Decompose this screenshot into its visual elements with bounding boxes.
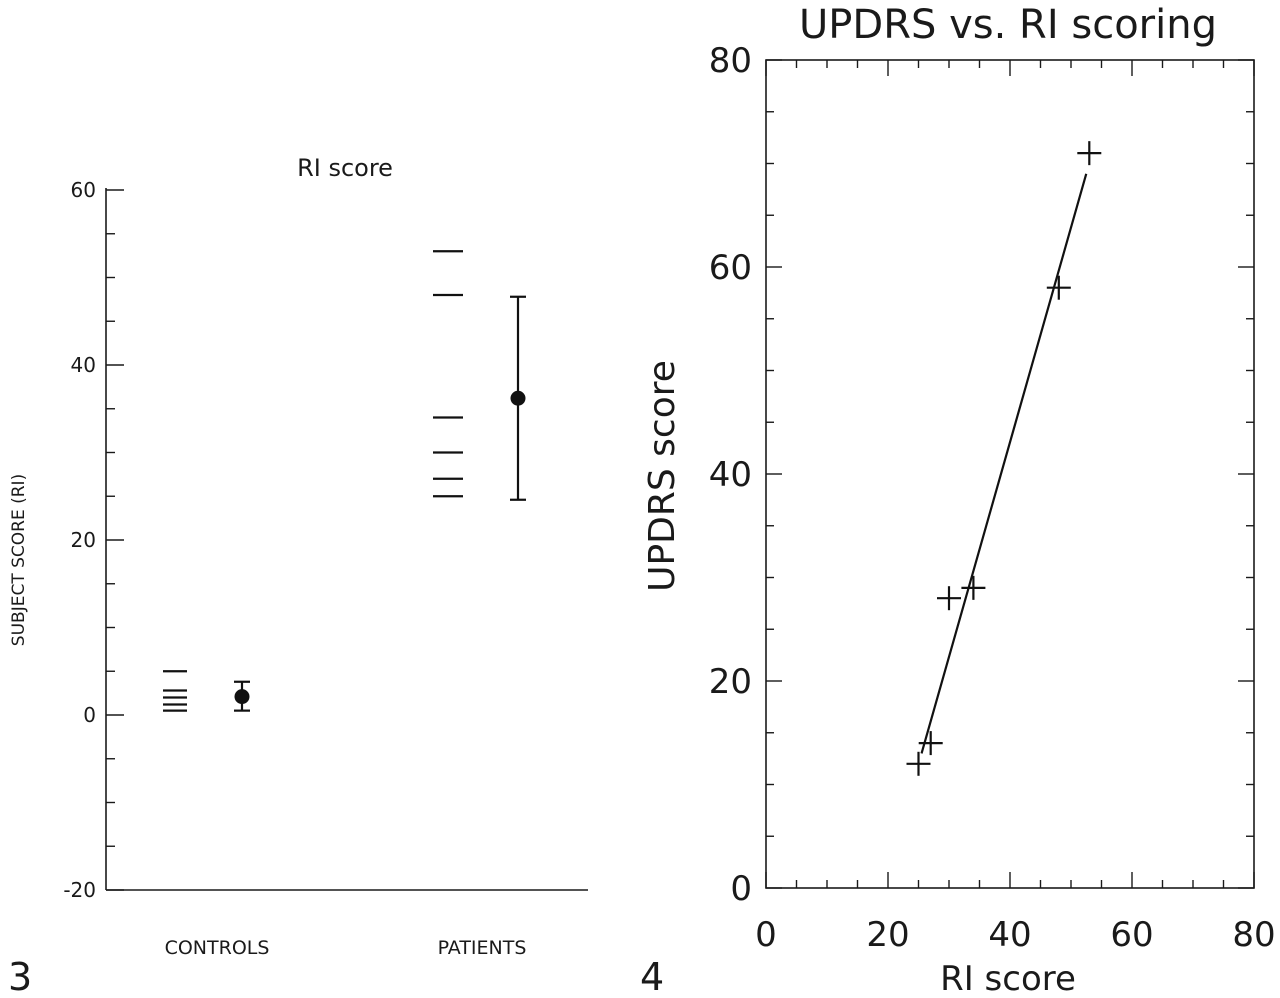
panel-4-data-point [1077,141,1102,166]
panel-4-y-tick-label: 20 [709,662,752,702]
panel-4-x-tick-label: 60 [1110,915,1153,955]
panel-3-y-tick-label: 40 [71,353,96,377]
panel-3-title: RI score [297,154,393,182]
panel-3-y-axis-label: SUBJECT SCORE (RI) [9,474,29,646]
panel-4-y-tick-label: 0 [730,869,752,909]
panel-3-category-label-patients: PATIENTS [438,937,527,959]
panel-4-y-tick-label: 40 [709,455,752,495]
panel-3-category-label-controls: CONTROLS [165,937,270,959]
panel-3-y-tick-label: 20 [71,528,96,552]
panel-4-x-tick-label: 0 [755,915,777,955]
panel-4-data-point [1046,275,1071,300]
panel-3-marks [163,250,526,712]
panel-4-x-axis-label: RI score [940,959,1076,998]
panel-4-title: UPDRS vs. RI scoring [799,2,1217,48]
panel-3-mean-point [510,390,526,406]
panel-4: 4 UPDRS vs. RI scoring UPDRS score RI sc… [640,2,1276,998]
panel-4-x-tick-label: 40 [988,915,1031,955]
panel-3-y-tick-label: -20 [63,878,96,902]
panel-4-fit-line [920,173,1088,754]
panel-3-number: 3 [8,955,32,998]
panel-3-mean-point [234,689,250,705]
panel-3: 3 RI score SUBJECT SCORE (RI) -20 0 20 40 60… [8,154,588,998]
panel-4-data-point [961,575,986,600]
panel-3-y-tick-label: 60 [71,178,96,202]
panel-4-y-axis-label: UPDRS score [642,360,683,592]
panel-4-marks [906,141,1102,776]
panel-4-y-tick-label: 60 [709,248,752,288]
panel-4-y-tick-label: 80 [709,41,752,81]
panel-4-x-tick-label: 80 [1232,915,1275,955]
panel-4-number: 4 [640,955,664,998]
panel-4-data-point [937,586,961,611]
panel-4-data-point [906,751,931,776]
panel-3-y-ticks: -20 0 20 40 60 [63,178,124,902]
panel-4-data-point [918,731,943,756]
panel-4-plot-frame [765,59,1255,889]
panel-3-y-tick-label: 0 [83,703,96,727]
panel-4-x-tick-label: 20 [866,915,909,955]
panel-4-ticks: 0 20 40 60 80 0 20 40 60 80 [709,41,1276,955]
